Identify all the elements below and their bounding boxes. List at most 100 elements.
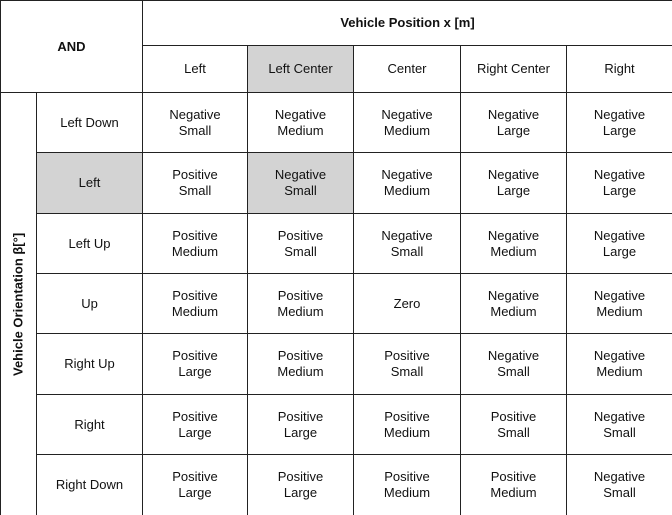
row-header-text: Left Down bbox=[60, 114, 119, 130]
table-cell-text: Positive Medium bbox=[490, 469, 537, 500]
table-cell: Positive Medium bbox=[247, 273, 354, 334]
table-cell-text: Positive Medium bbox=[383, 408, 431, 440]
table-cell: Positive Large bbox=[142, 394, 248, 455]
table-cell: Positive Small bbox=[460, 394, 567, 455]
table-cell: Negative Small bbox=[566, 454, 672, 515]
column-group-header-text: Vehicle Position x [m] bbox=[340, 15, 475, 30]
column-header-text: Right bbox=[604, 61, 635, 76]
column-header-text: Left bbox=[184, 61, 206, 76]
table-cell: Positive Small bbox=[247, 213, 354, 274]
table-cell: Positive Medium bbox=[142, 213, 248, 274]
table-cell-text: Positive Large bbox=[172, 469, 218, 500]
table-cell: Negative Medium bbox=[353, 92, 461, 153]
row-header: Left Up bbox=[36, 213, 143, 274]
table-cell: Positive Large bbox=[142, 333, 248, 395]
table-cell-text: Positive Small bbox=[490, 408, 537, 440]
table-cell: Positive Medium bbox=[353, 454, 461, 515]
row-header: Right Down bbox=[36, 454, 143, 515]
column-header-text: Left Center bbox=[268, 61, 333, 76]
table-cell-text: Negative Small bbox=[274, 167, 327, 198]
corner-label: AND bbox=[0, 0, 143, 93]
table-cell-text: Negative Large bbox=[487, 106, 540, 138]
table-cell-text: Positive Medium bbox=[383, 469, 431, 500]
table-cell: Negative Small bbox=[247, 152, 354, 214]
table-cell: Negative Medium bbox=[566, 273, 672, 334]
table-cell-text: Positive Medium bbox=[277, 287, 324, 319]
row-header: Left Down bbox=[36, 92, 143, 153]
table-cell: Negative Medium bbox=[460, 213, 567, 274]
table-cell: Positive Large bbox=[247, 394, 354, 455]
table-cell-text: Positive Large bbox=[172, 408, 218, 440]
table-cell-text: Negative Medium bbox=[274, 106, 327, 138]
row-header-text: Up bbox=[81, 295, 98, 311]
table-cell-text: Positive Large bbox=[172, 348, 218, 379]
row-header-text: Left Up bbox=[68, 235, 111, 251]
row-header: Right bbox=[36, 394, 143, 455]
table-cell-text: Positive Large bbox=[277, 469, 324, 500]
table-cell: Negative Large bbox=[460, 92, 567, 153]
table-cell-text: Negative Small bbox=[593, 408, 646, 440]
row-header: Left bbox=[36, 152, 143, 214]
column-header-text: Right Center bbox=[477, 61, 550, 76]
table-cell: Negative Medium bbox=[566, 333, 672, 395]
table-cell: Negative Medium bbox=[247, 92, 354, 153]
column-header: Left bbox=[142, 45, 248, 93]
table-cell: Zero bbox=[353, 273, 461, 334]
row-group-header-text: Vehicle Orientation β[°] bbox=[10, 232, 26, 376]
table-cell-text: Positive Small bbox=[277, 227, 324, 259]
table-cell: Positive Large bbox=[142, 454, 248, 515]
table-cell-text: Positive Medium bbox=[277, 348, 324, 379]
table-cell: Negative Small bbox=[566, 394, 672, 455]
table-cell-text: Negative Medium bbox=[487, 287, 540, 319]
column-header: Right Center bbox=[460, 45, 567, 93]
row-group-header: Vehicle Orientation β[°] bbox=[0, 92, 37, 515]
row-header-text: Left bbox=[78, 175, 101, 190]
table-cell: Negative Large bbox=[566, 213, 672, 274]
table-cell-text: Positive Small bbox=[384, 348, 430, 379]
table-cell-text: Negative Medium bbox=[593, 348, 646, 379]
table-cell-text: Negative Large bbox=[593, 167, 646, 198]
table-cell-text: Positive Medium bbox=[171, 287, 219, 319]
table-cell-text: Negative Large bbox=[487, 167, 540, 198]
table-cell: Negative Small bbox=[353, 213, 461, 274]
table-cell: Positive Large bbox=[247, 454, 354, 515]
row-header-text: Right bbox=[74, 416, 105, 432]
table-cell-text: Positive Small bbox=[172, 167, 218, 198]
table-cell: Positive Medium bbox=[142, 273, 248, 334]
column-header-text: Center bbox=[387, 61, 427, 76]
table-cell-text: Positive Large bbox=[277, 408, 324, 440]
table-cell-text: Zero bbox=[393, 295, 421, 311]
table-cell: Positive Small bbox=[353, 333, 461, 395]
column-header: Left Center bbox=[247, 45, 354, 93]
corner-label-text: AND bbox=[57, 38, 86, 54]
column-header: Center bbox=[353, 45, 461, 93]
table-cell-text: Negative Medium bbox=[593, 287, 646, 319]
table-cell: Positive Medium bbox=[460, 454, 567, 515]
row-header: Right Up bbox=[36, 333, 143, 395]
column-header: Right bbox=[566, 45, 672, 93]
table-cell: Negative Small bbox=[460, 333, 567, 395]
row-header-text: Right Up bbox=[64, 356, 115, 371]
row-header: Up bbox=[36, 273, 143, 334]
table-cell-text: Negative Small bbox=[593, 469, 646, 500]
table-cell-text: Negative Large bbox=[593, 106, 646, 138]
table-cell-text: Negative Medium bbox=[381, 167, 433, 198]
table-cell: Negative Large bbox=[566, 92, 672, 153]
table-cell: Positive Medium bbox=[353, 394, 461, 455]
table-cell: Negative Small bbox=[142, 92, 248, 153]
table-cell-text: Negative Medium bbox=[381, 106, 433, 138]
table-cell-text: Negative Large bbox=[593, 227, 646, 259]
table-cell-text: Negative Small bbox=[381, 227, 433, 259]
table-cell: Negative Large bbox=[566, 152, 672, 214]
table-cell-text: Positive Medium bbox=[171, 227, 219, 259]
table-cell-text: Negative Small bbox=[169, 106, 221, 138]
table-cell: Negative Medium bbox=[353, 152, 461, 214]
column-group-header: Vehicle Position x [m] bbox=[142, 0, 672, 46]
table-cell-text: Negative Small bbox=[487, 348, 540, 379]
row-header-text: Right Down bbox=[55, 477, 124, 492]
table-cell: Negative Large bbox=[460, 152, 567, 214]
table-cell-text: Negative Medium bbox=[487, 227, 540, 259]
table-cell: Positive Small bbox=[142, 152, 248, 214]
table-cell: Positive Medium bbox=[247, 333, 354, 395]
